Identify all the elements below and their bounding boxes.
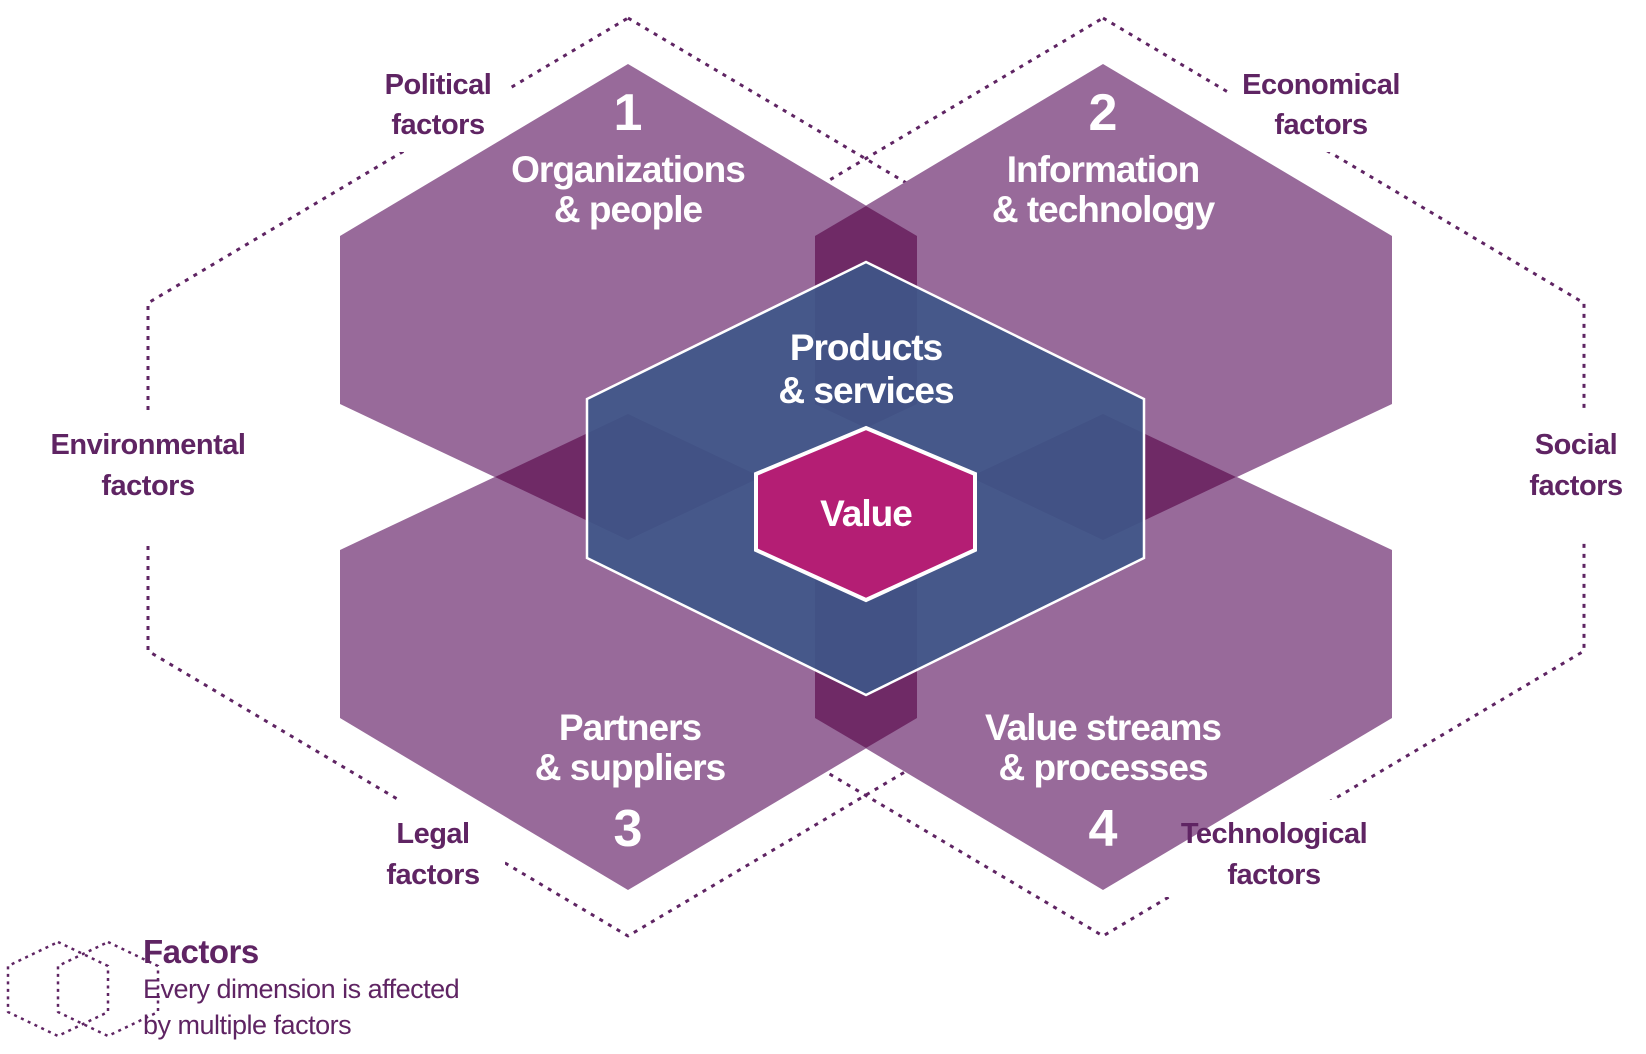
factor-political-line2: factors — [391, 109, 484, 141]
dimension-1-title-line2: & people — [554, 189, 703, 230]
mask-social — [1462, 412, 1646, 542]
dimension-4-title-line2: & processes — [998, 747, 1207, 788]
factor-environmental-line2: factors — [101, 470, 194, 502]
mask-economical — [1228, 58, 1415, 152]
factor-economical-line1: Economical — [1242, 69, 1400, 101]
factor-technological-line1: Technological — [1181, 818, 1367, 850]
legend-hexagon-right-icon — [56, 940, 160, 1038]
factor-social-line1: Social — [1535, 429, 1617, 461]
hexagon-value — [754, 425, 977, 603]
dimension-4-title-line1: Value streams — [985, 707, 1221, 748]
factor-legal-line1: Legal — [396, 818, 469, 850]
dimension-1-number: 1 — [614, 84, 643, 142]
legend-title: Factors — [143, 933, 259, 970]
factor-technological-line2: factors — [1227, 859, 1320, 891]
dotted-hexagon-left — [146, 16, 922, 938]
factor-labels: Political factors Economical factors Env… — [51, 69, 1624, 891]
mask-environmental — [28, 412, 268, 545]
dimension-3-title-line2: & suppliers — [535, 747, 726, 788]
dimension-2-number: 2 — [1089, 84, 1118, 142]
legend-description-line1: Every dimension is affected — [143, 974, 459, 1004]
legend-hexagon-left-icon — [6, 940, 110, 1038]
products-services-line2: & services — [778, 370, 954, 411]
dotted-outlines — [146, 16, 1586, 938]
factor-political-line1: Political — [385, 69, 492, 101]
hexagon-labels: 1 Organizations & people 2 Information &… — [511, 84, 1222, 858]
products-services-line1: Products — [790, 327, 943, 368]
legend: Factors Every dimension is affected by m… — [6, 933, 460, 1040]
factor-legal-line2: factors — [386, 859, 479, 891]
dimension-2-title-line2: & technology — [992, 189, 1216, 230]
dimension-3-number: 3 — [614, 800, 643, 858]
factor-social-line2: factors — [1529, 470, 1622, 502]
dimension-3-title-line1: Partners — [559, 707, 702, 748]
label-masks — [28, 58, 1646, 897]
factor-environmental-line1: Environmental — [51, 429, 246, 461]
mask-legal — [362, 800, 505, 897]
dimension-2-title-line1: Information — [1007, 149, 1199, 190]
dimension-4-number: 4 — [1089, 800, 1118, 858]
dimension-1-title-line1: Organizations — [511, 149, 745, 190]
mask-political — [370, 58, 510, 152]
legend-description-line2: by multiple factors — [143, 1010, 351, 1040]
value-label: Value — [820, 493, 912, 534]
factor-economical-line2: factors — [1274, 109, 1367, 141]
